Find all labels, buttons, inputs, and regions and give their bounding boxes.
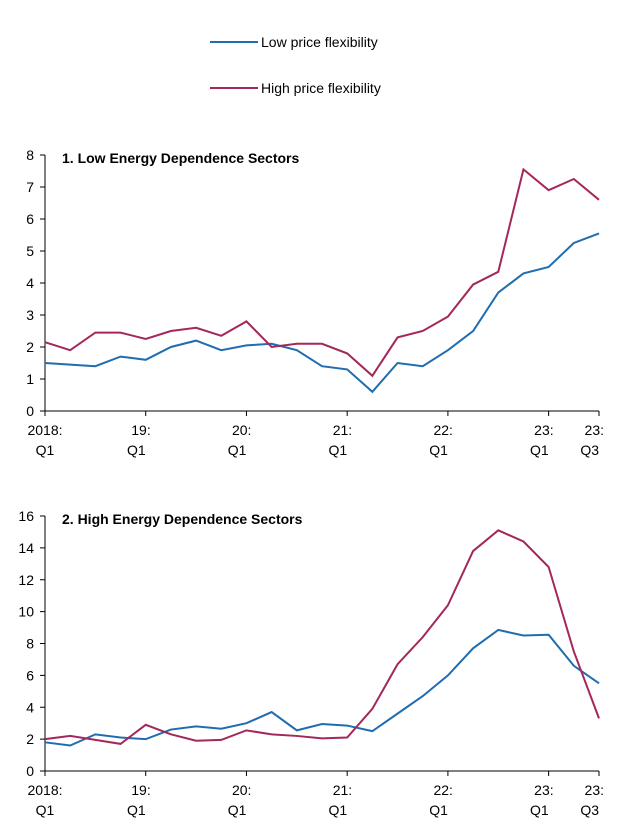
x-tick-label: 23: Q1 xyxy=(530,782,554,818)
x-tick-line: 23: xyxy=(585,422,604,438)
x-tick-line: Q3 xyxy=(580,802,599,818)
x-tick-label: 22: Q1 xyxy=(429,422,453,458)
y-tick-label: 4 xyxy=(26,275,34,291)
x-tick-line: Q1 xyxy=(429,442,448,458)
y-tick-label: 7 xyxy=(26,179,34,195)
panel-title: 2. High Energy Dependence Sectors xyxy=(62,511,303,527)
y-tick-label: 3 xyxy=(26,307,34,323)
x-tick-label: 23: Q1 xyxy=(530,422,554,458)
series-line xyxy=(44,529,600,745)
x-tick-label: 20: Q1 xyxy=(228,422,252,458)
x-tick-label: 19: Q1 xyxy=(127,782,151,818)
x-tick-line: 21: xyxy=(333,782,352,798)
series-line xyxy=(44,232,600,394)
x-tick-label: 2018: Q1 xyxy=(27,422,62,458)
x-tick-line: Q1 xyxy=(530,802,549,818)
x-tick-line: Q1 xyxy=(328,802,347,818)
y-tick-label: 2 xyxy=(26,731,34,747)
x-tick-line: 23: xyxy=(534,782,553,798)
series-line xyxy=(44,167,600,378)
y-tick-label: 8 xyxy=(26,147,34,163)
y-tick-label: 8 xyxy=(26,636,34,652)
x-tick-line: 19: xyxy=(131,782,150,798)
x-tick-line: 20: xyxy=(232,422,251,438)
x-tick-label: 19: Q1 xyxy=(127,422,151,458)
x-tick-label: 21: Q1 xyxy=(328,422,352,458)
x-tick-line: 22: xyxy=(433,782,452,798)
y-tick-label: 14 xyxy=(18,540,34,556)
y-tick-label: 10 xyxy=(18,604,34,620)
y-tick-label: 4 xyxy=(26,699,34,715)
y-tick-label: 16 xyxy=(18,508,34,524)
x-tick-label: 20: Q1 xyxy=(228,782,252,818)
x-tick-line: Q1 xyxy=(36,442,55,458)
x-tick-label: 2018: Q1 xyxy=(27,782,62,818)
x-tick-line: Q1 xyxy=(127,802,146,818)
legend-label: High price flexibility xyxy=(261,80,381,96)
y-tick-label: 6 xyxy=(26,211,34,227)
x-tick-line: 22: xyxy=(433,422,452,438)
x-tick-line: 23: xyxy=(534,422,553,438)
x-tick-line: 21: xyxy=(333,422,352,438)
y-tick-label: 0 xyxy=(26,763,34,779)
y-tick-label: 6 xyxy=(26,667,34,683)
y-tick-label: 0 xyxy=(26,403,34,419)
x-tick-line: 2018: xyxy=(27,422,62,438)
x-tick-line: Q1 xyxy=(36,802,55,818)
x-tick-line: Q3 xyxy=(580,442,599,458)
y-tick-label: 2 xyxy=(26,339,34,355)
x-tick-line: Q1 xyxy=(228,802,247,818)
x-tick-line: 19: xyxy=(131,422,150,438)
legend-label: Low price flexibility xyxy=(261,34,378,50)
x-tick-line: Q1 xyxy=(228,442,247,458)
x-tick-line: 23: xyxy=(585,782,604,798)
x-tick-line: Q1 xyxy=(328,442,347,458)
y-tick-label: 1 xyxy=(26,371,34,387)
x-tick-label: 23: Q3 xyxy=(580,782,604,818)
x-tick-line: 2018: xyxy=(27,782,62,798)
x-tick-line: 20: xyxy=(232,782,251,798)
x-tick-line: Q1 xyxy=(429,802,448,818)
x-tick-label: 23: Q3 xyxy=(580,422,604,458)
y-tick-label: 5 xyxy=(26,243,34,259)
x-tick-line: Q1 xyxy=(530,442,549,458)
x-tick-label: 22: Q1 xyxy=(429,782,453,818)
y-tick-label: 12 xyxy=(18,572,34,588)
panel-title: 1. Low Energy Dependence Sectors xyxy=(62,150,300,166)
x-tick-label: 21: Q1 xyxy=(328,782,352,818)
series-line xyxy=(44,628,600,747)
x-tick-line: Q1 xyxy=(127,442,146,458)
